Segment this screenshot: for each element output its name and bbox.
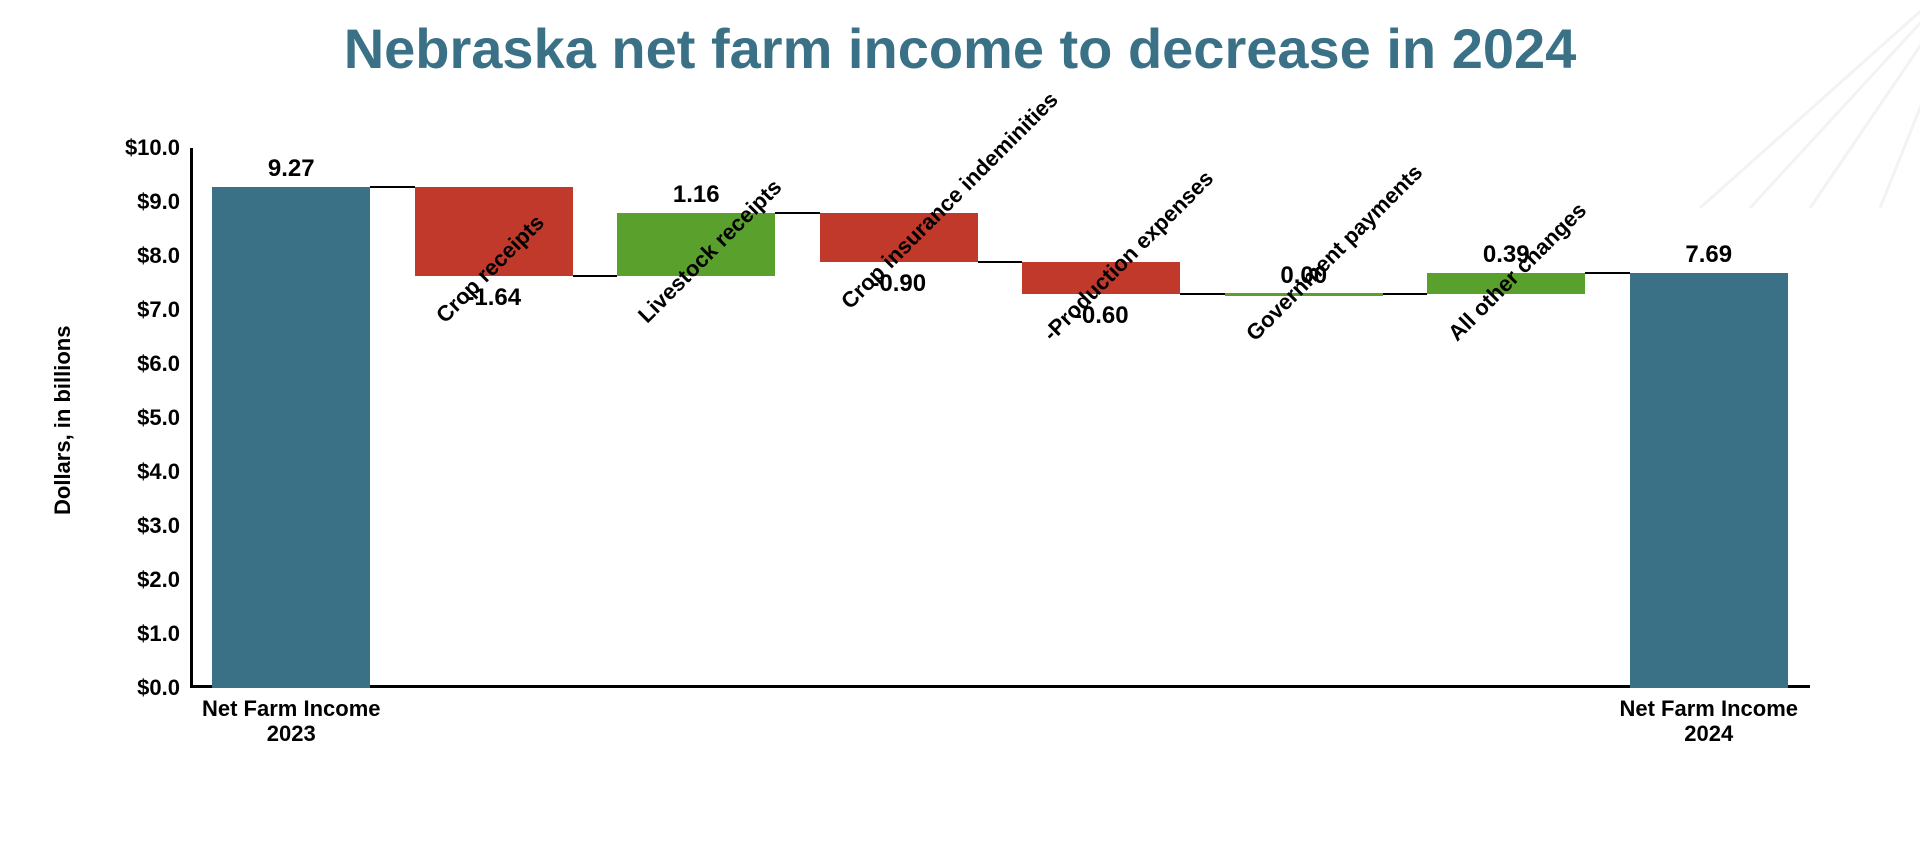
x-category-label: All other changes bbox=[1443, 198, 1592, 347]
chart-title: Nebraska net farm income to decrease in … bbox=[0, 18, 1920, 80]
x-category-label: Government payments bbox=[1241, 160, 1428, 347]
y-axis-title: Dollars, in billions bbox=[50, 326, 76, 515]
y-tick-label: $8.0 bbox=[90, 243, 180, 269]
total-bar bbox=[212, 187, 370, 688]
connector bbox=[1180, 293, 1225, 295]
connector bbox=[573, 275, 618, 277]
y-tick-label: $0.0 bbox=[90, 675, 180, 701]
y-tick-label: $3.0 bbox=[90, 513, 180, 539]
y-tick-label: $9.0 bbox=[90, 189, 180, 215]
y-tick-label: $2.0 bbox=[90, 567, 180, 593]
x-category-label: Net Farm Income 2024 bbox=[1608, 696, 1811, 747]
waterfall-chart: $0.0$1.0$2.0$3.0$4.0$5.0$6.0$7.0$8.0$9.0… bbox=[190, 148, 1810, 688]
connector bbox=[978, 261, 1023, 263]
connector bbox=[1383, 293, 1428, 295]
y-tick-label: $5.0 bbox=[90, 405, 180, 431]
connector bbox=[1585, 272, 1630, 274]
y-tick-label: $1.0 bbox=[90, 621, 180, 647]
bar-value-label: 7.69 bbox=[1630, 241, 1788, 269]
x-axis bbox=[190, 685, 1810, 688]
total-bar bbox=[1630, 273, 1788, 688]
y-tick-label: $10.0 bbox=[90, 135, 180, 161]
connector bbox=[370, 186, 415, 188]
y-tick-label: $4.0 bbox=[90, 459, 180, 485]
connector bbox=[775, 212, 820, 214]
y-tick-label: $7.0 bbox=[90, 297, 180, 323]
y-axis bbox=[190, 148, 193, 688]
x-category-label: Net Farm Income 2023 bbox=[190, 696, 393, 747]
bar-value-label: 9.27 bbox=[212, 155, 370, 183]
y-tick-label: $6.0 bbox=[90, 351, 180, 377]
